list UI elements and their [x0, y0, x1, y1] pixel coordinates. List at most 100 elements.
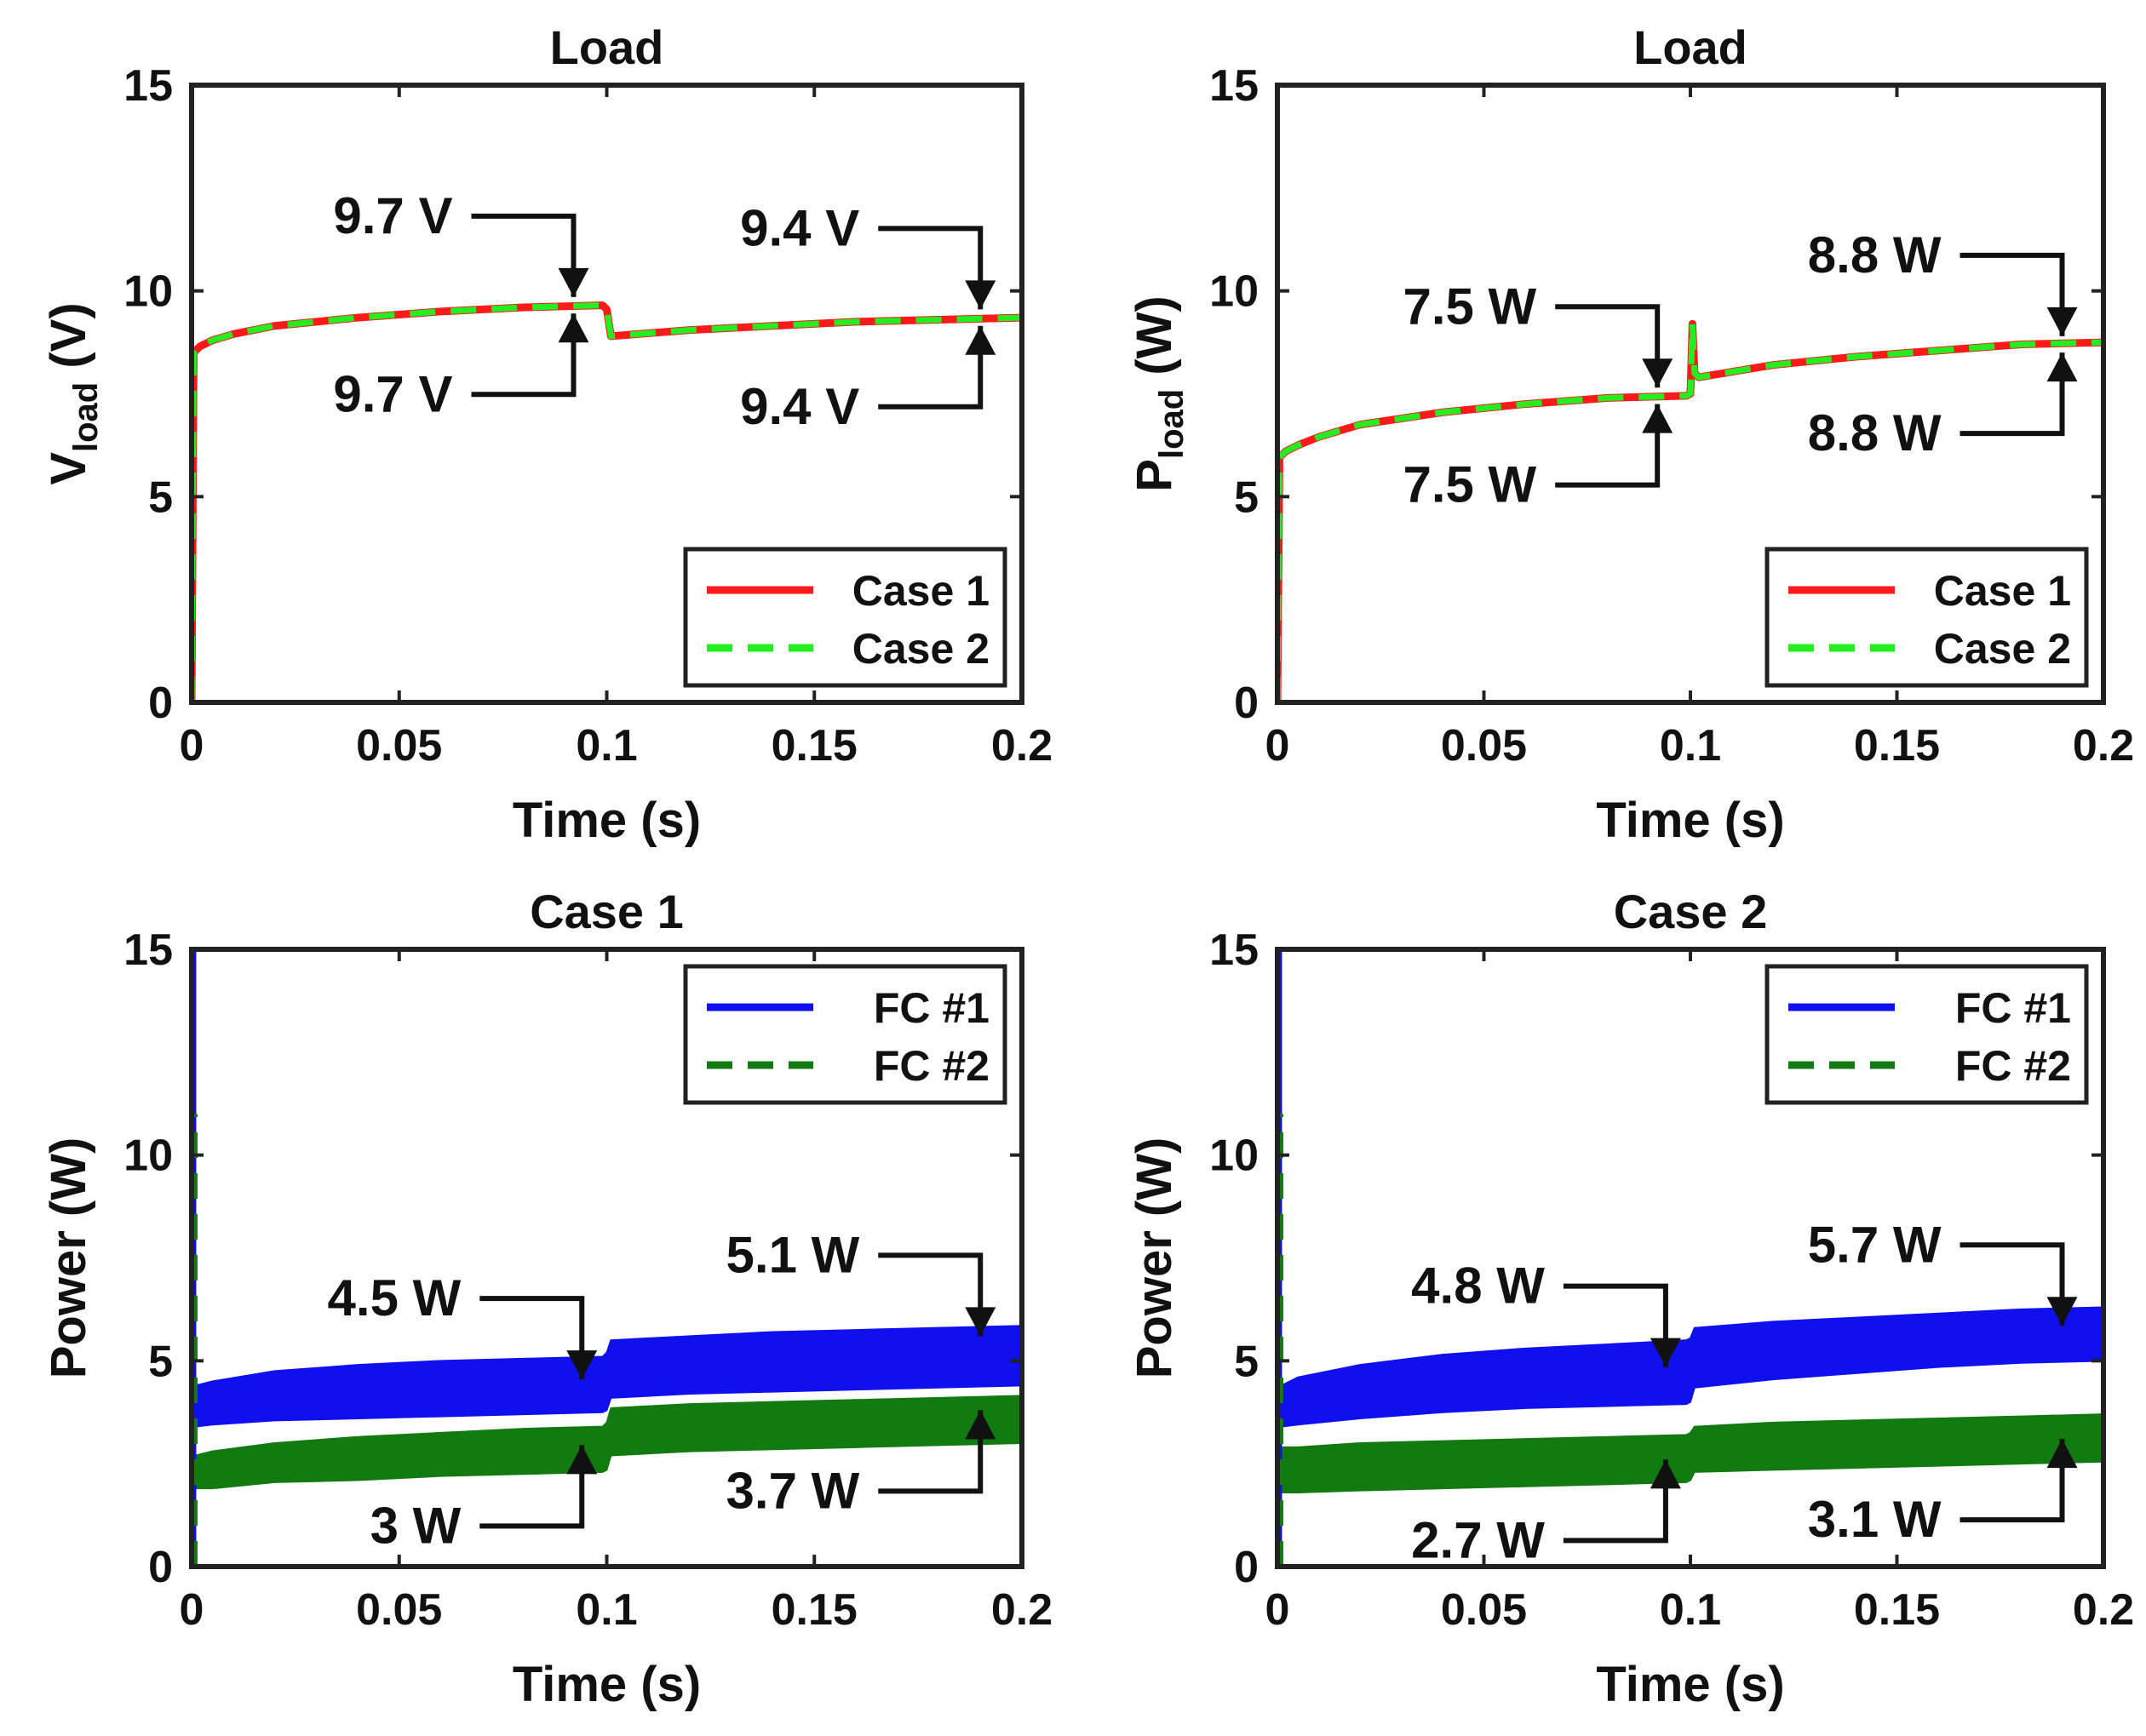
annotation: 2.7 W: [1411, 1459, 1681, 1568]
series-line-2: [1277, 320, 2103, 702]
legend-box: [1764, 547, 2089, 688]
chart-panel-2: Load 0 0.05 0.1 0.15 0.2 0 5 10 15 Time (s) Pload (…: [1127, 20, 2134, 848]
x-axis-label: Time (s): [513, 793, 701, 848]
x-tick-label: 0.1: [576, 721, 637, 771]
annotation: 4.8 W: [1411, 1258, 1681, 1367]
chart-title: Load: [1633, 20, 1747, 74]
y-tick-label: 10: [123, 1132, 173, 1181]
chart-panel-3: Case 1 0 0.05 0.1 0.15 0.2 0 5 10 15 Time (s) Power…: [41, 885, 1053, 1712]
annotation: 9.4 V: [740, 325, 996, 435]
legend-label: FC #1: [874, 984, 990, 1032]
y-tick-label: 15: [1209, 61, 1259, 111]
x-tick-label: 0.15: [1854, 1585, 1940, 1635]
annotation: 3 W: [370, 1445, 598, 1554]
y-tick-label: 10: [123, 267, 173, 317]
annotation: 8.8 W: [1808, 352, 2078, 461]
annotation: 7.5 W: [1403, 404, 1673, 513]
y-tick-label: 15: [123, 925, 173, 975]
legend-label: Case 1: [852, 567, 990, 615]
y-tick-label: 5: [1234, 1337, 1259, 1386]
x-tick-label: 0.05: [1441, 1585, 1527, 1635]
annotation-leader: [1960, 252, 2065, 336]
legend-label: Case 2: [1934, 625, 2071, 673]
y-tick-label: 15: [1209, 925, 1259, 975]
y-axis-label: Power (W): [41, 1137, 96, 1379]
plot-area: [192, 301, 1022, 702]
y-tick-label: 0: [148, 679, 173, 728]
y-tick-label: 5: [148, 1337, 173, 1386]
chart-title: Case 1: [530, 885, 684, 938]
legend-box: [683, 964, 1007, 1105]
x-tick-label: 0.1: [1660, 1585, 1721, 1635]
chart-panel-1: Load 0 0.05 0.1 0.15 0.2 0 5 10 15 Time (s) Vload (…: [41, 20, 1053, 848]
annotation: 9.7 V: [333, 187, 589, 297]
annotation-arrowhead: [2046, 352, 2078, 382]
annotation-label: 8.8 W: [1808, 226, 1942, 284]
series-band-2: [1280, 1413, 2103, 1493]
x-tick-label: 0.1: [1660, 721, 1721, 771]
annotation-arrowhead: [2046, 1297, 2078, 1326]
annotation-arrowhead: [965, 1410, 996, 1440]
annotation-label: 4.5 W: [328, 1269, 462, 1326]
series-band-1: [1280, 1306, 2103, 1428]
annotation-leader: [471, 313, 577, 398]
legend-label: FC #2: [1955, 1042, 2071, 1090]
plot-area: [1277, 319, 2103, 702]
x-tick-label: 0.1: [576, 1585, 637, 1635]
x-tick-label: 0: [180, 721, 204, 771]
annotation-label: 3 W: [370, 1497, 462, 1554]
annotation-arrowhead: [1642, 358, 1673, 388]
annotation-arrowhead: [1650, 1338, 1681, 1367]
annotation-label: 9.7 V: [333, 187, 452, 244]
legend-label: FC #2: [874, 1042, 990, 1090]
y-axis-label: Power (W): [1127, 1137, 1182, 1379]
chart-title: Load: [550, 20, 664, 74]
annotation-label: 9.4 V: [740, 378, 859, 435]
annotation-leader: [1555, 404, 1661, 488]
annotation: 9.7 V: [333, 313, 589, 422]
y-tick-label: 5: [1234, 473, 1259, 522]
annotation-label: 8.8 W: [1808, 404, 1942, 461]
annotation-leader: [878, 226, 984, 310]
x-tick-label: 0.15: [1854, 721, 1940, 771]
legend-label: Case 1: [1934, 567, 2071, 615]
x-tick-label: 0: [1265, 721, 1290, 771]
annotation: 5.7 W: [1808, 1216, 2078, 1326]
legend: Case 1 Case 2: [1764, 547, 2089, 688]
annotation: 3.7 W: [726, 1410, 996, 1519]
legend: FC #1 FC #2: [683, 964, 1007, 1105]
legend-box: [683, 547, 1007, 688]
annotation: 8.8 W: [1808, 226, 2078, 336]
x-tick-label: 0: [180, 1585, 204, 1635]
x-tick-label: 0.15: [772, 721, 858, 771]
x-tick-label: 0: [1265, 1585, 1290, 1635]
x-tick-label: 0.15: [772, 1585, 858, 1635]
annotation: 7.5 W: [1403, 278, 1673, 388]
chart-panel-4: Case 2 0 0.05 0.1 0.15 0.2 0 5 10 15 Time (s) Power…: [1127, 885, 2134, 1712]
annotation-arrowhead: [965, 280, 996, 310]
annotation-label: 7.5 W: [1403, 456, 1536, 513]
legend-box: [1764, 964, 2089, 1105]
y-axis-label: Pload (W): [1127, 295, 1191, 491]
annotation-arrowhead: [965, 1307, 996, 1337]
annotation-leader: [1960, 352, 2065, 437]
annotation-label: 4.8 W: [1411, 1258, 1545, 1315]
annotation-arrowhead: [965, 325, 996, 355]
y-tick-label: 0: [148, 1543, 173, 1592]
annotation: 9.4 V: [740, 199, 996, 310]
annotation-label: 9.7 V: [333, 365, 452, 422]
annotation-arrowhead: [566, 1445, 598, 1475]
annotation-leader: [1555, 304, 1661, 388]
x-tick-label: 0.05: [356, 1585, 442, 1635]
annotation-label: 7.5 W: [1403, 278, 1536, 335]
legend-label: FC #1: [1955, 984, 2071, 1032]
legend: Case 1 Case 2: [683, 547, 1007, 688]
chart-title: Case 2: [1614, 885, 1768, 938]
x-axis-label: Time (s): [1596, 793, 1784, 848]
annotation-label: 2.7 W: [1411, 1511, 1545, 1568]
x-tick-label: 0.2: [991, 1585, 1053, 1635]
x-tick-label: 0.05: [1441, 721, 1527, 771]
y-tick-label: 0: [1234, 1543, 1259, 1592]
series-band-1: [194, 1325, 1022, 1428]
x-tick-label: 0.05: [356, 721, 442, 771]
